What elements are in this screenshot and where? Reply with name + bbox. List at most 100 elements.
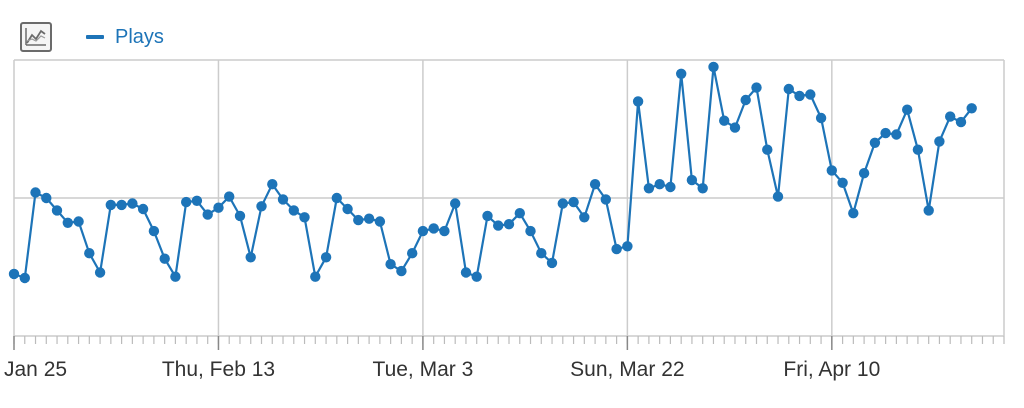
data-point <box>525 225 536 237</box>
legend-swatch <box>86 35 104 39</box>
data-point <box>848 208 859 219</box>
data-point <box>783 83 794 95</box>
data-point <box>385 259 396 270</box>
data-point <box>353 214 364 226</box>
data-point <box>579 212 590 223</box>
line-chart-icon <box>25 28 46 46</box>
data-point <box>546 257 558 269</box>
data-point <box>224 191 235 202</box>
data-point <box>708 61 719 73</box>
data-point <box>966 103 977 114</box>
data-point <box>880 127 891 139</box>
data-point <box>503 219 515 230</box>
data-point <box>676 68 687 80</box>
data-point <box>697 183 708 194</box>
data-point <box>62 217 73 228</box>
data-point <box>8 268 20 280</box>
data-point <box>202 209 213 220</box>
data-point <box>417 225 429 237</box>
data-point <box>589 179 601 190</box>
data-point <box>277 194 289 205</box>
data-point <box>137 203 149 215</box>
data-point <box>342 203 353 215</box>
data-point <box>310 271 321 282</box>
data-point <box>19 272 30 284</box>
data-point <box>94 267 106 278</box>
data-point <box>934 136 945 147</box>
chart-type-toggle-button[interactable] <box>20 22 52 52</box>
data-point <box>945 111 956 122</box>
data-point <box>869 137 881 148</box>
legend-label: Plays <box>115 25 164 48</box>
data-point <box>858 168 870 179</box>
x-tick-label: Tue, Mar 3 <box>373 358 474 381</box>
data-point <box>729 122 741 133</box>
data-point <box>493 220 504 231</box>
data-point <box>191 195 203 206</box>
data-point <box>256 201 267 212</box>
data-point <box>73 216 84 227</box>
data-point <box>762 144 773 155</box>
x-tick-label: Thu, Feb 13 <box>162 358 275 381</box>
data-point <box>299 212 310 223</box>
data-point <box>396 265 407 277</box>
data-point <box>407 248 418 259</box>
data-point <box>331 192 342 204</box>
data-point <box>912 144 924 155</box>
data-point <box>643 183 655 194</box>
data-point <box>826 165 837 176</box>
data-point <box>363 213 375 224</box>
data-point <box>471 271 482 282</box>
data-point <box>794 90 805 102</box>
data-point <box>148 225 160 237</box>
data-point <box>654 179 665 190</box>
data-point <box>719 115 730 126</box>
data-point <box>41 192 52 204</box>
data-point <box>514 208 525 219</box>
data-point <box>536 248 547 259</box>
x-tick-label: Fri, Apr 10 <box>783 358 880 381</box>
data-point <box>450 198 461 209</box>
data-point <box>267 179 278 190</box>
data-point <box>923 205 934 216</box>
legend-item-plays[interactable]: Plays <box>86 24 164 50</box>
data-point <box>837 177 848 188</box>
data-point <box>181 196 192 208</box>
data-point <box>815 112 827 124</box>
x-tick-label: Sun, Mar 22 <box>570 358 684 381</box>
data-point <box>891 129 902 140</box>
data-point <box>159 253 170 264</box>
data-point <box>805 89 816 100</box>
data-point <box>127 198 138 209</box>
x-tick-label: Jan 25 <box>4 358 67 381</box>
data-point <box>482 210 493 222</box>
data-point <box>460 267 472 278</box>
data-point <box>245 252 256 263</box>
data-point <box>557 198 568 209</box>
data-point <box>84 248 95 259</box>
data-point <box>600 194 611 205</box>
data-point <box>772 191 784 202</box>
data-point <box>632 96 644 107</box>
data-point <box>213 202 224 213</box>
data-point <box>902 104 913 115</box>
data-point <box>320 252 332 263</box>
data-point <box>955 116 967 128</box>
data-point <box>751 82 762 93</box>
data-point <box>568 196 579 208</box>
data-point <box>234 210 246 222</box>
data-point <box>428 223 439 234</box>
data-point <box>51 205 63 216</box>
data-point <box>105 199 117 211</box>
data-point <box>622 241 633 252</box>
data-point <box>288 205 299 216</box>
data-point <box>374 216 386 227</box>
data-point <box>439 225 450 237</box>
data-point <box>740 94 751 106</box>
data-point <box>116 199 127 211</box>
data-point <box>170 271 181 282</box>
data-point <box>686 174 698 186</box>
data-point <box>611 243 622 255</box>
data-point <box>30 187 41 198</box>
